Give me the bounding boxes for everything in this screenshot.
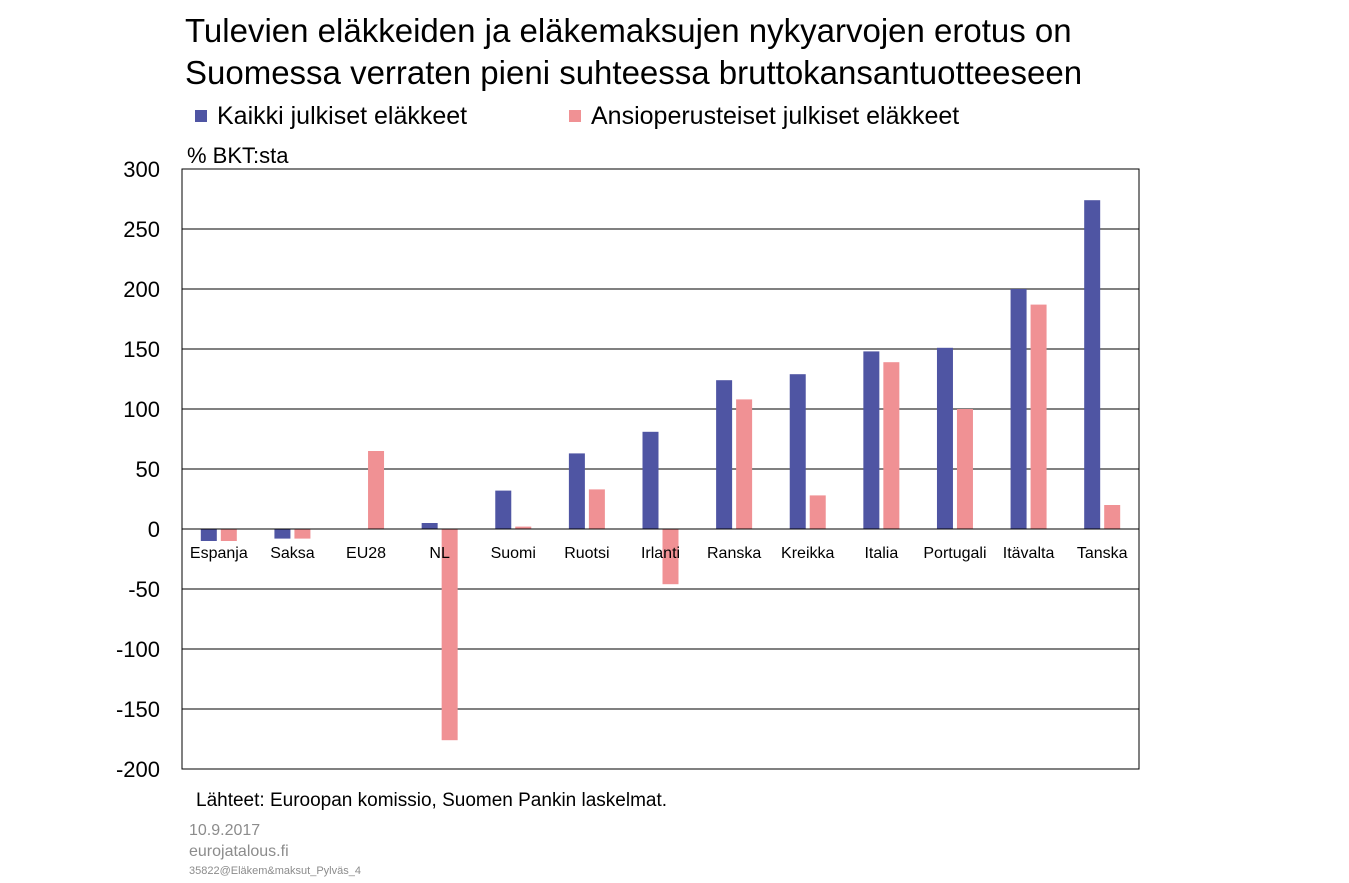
y-tick-label: -100 — [116, 637, 160, 662]
bar-kaikki-saksa — [274, 529, 291, 539]
bar-kaikki-itävalta — [1010, 289, 1027, 529]
legend-label-series-1: Kaikki julkiset eläkkeet — [217, 102, 468, 130]
x-category-label: Tanska — [1077, 545, 1128, 562]
x-category-label: Italia — [864, 545, 898, 562]
bar-ansio-ranska — [736, 399, 753, 529]
legend-swatch-series-2 — [569, 110, 581, 122]
bar-ansio-kreikka — [809, 495, 826, 529]
y-tick-label: -200 — [116, 757, 160, 782]
bar-kaikki-nl — [421, 523, 438, 529]
bar-ansio-eu28 — [368, 451, 385, 529]
x-category-label: Portugali — [923, 545, 986, 562]
chart-title-line-1: Tulevien eläkkeiden ja eläkemaksujen nyk… — [185, 12, 1072, 49]
y-tick-label: 50 — [136, 457, 160, 482]
x-category-label: Suomi — [491, 545, 536, 562]
x-category-label: Ranska — [707, 545, 761, 562]
y-axis-unit-label: % BKT:sta — [187, 143, 289, 168]
chart-title-line-2: Suomessa verraten pieni suhteessa brutto… — [185, 54, 1083, 91]
chart-title: Tulevien eläkkeiden ja eläkemaksujen nyk… — [185, 10, 1305, 94]
bar-kaikki-ranska — [716, 380, 733, 529]
footer-site: eurojatalous.fi — [189, 843, 289, 860]
plot-frame — [181, 168, 1140, 770]
x-category-label: EU28 — [346, 545, 386, 562]
bar-kaikki-irlanti — [642, 431, 659, 529]
footer-date: 10.9.2017 — [189, 822, 261, 839]
y-tick-label: 150 — [123, 337, 160, 362]
bar-ansio-nl — [441, 529, 458, 741]
bar-kaikki-espanja — [200, 529, 217, 541]
bar-kaikki-kreikka — [789, 374, 806, 529]
x-category-label: Kreikka — [781, 545, 834, 562]
bar-kaikki-portugali — [936, 347, 953, 529]
bar-ansio-tanska — [1104, 505, 1121, 529]
x-category-label: Itävalta — [1003, 545, 1055, 562]
bar-kaikki-suomi — [495, 490, 512, 529]
y-tick-label: -150 — [116, 697, 160, 722]
bar-kaikki-ruotsi — [568, 453, 585, 529]
x-category-label: Espanja — [190, 545, 248, 562]
x-category-label: Saksa — [270, 545, 315, 562]
y-tick-label: 100 — [123, 397, 160, 422]
legend-label-series-2: Ansioperusteiset julkiset eläkkeet — [591, 102, 960, 130]
y-tick-label: 0 — [148, 517, 160, 542]
x-category-label: Irlanti — [641, 545, 680, 562]
source-note: Lähteet: Euroopan komissio, Suomen Panki… — [196, 790, 668, 811]
bar-kaikki-tanska — [1084, 200, 1101, 529]
legend-swatch-series-1 — [195, 110, 207, 122]
bar-ansio-portugali — [956, 409, 973, 529]
bar-ansio-espanja — [220, 529, 237, 541]
bar-ansio-irlanti — [662, 529, 679, 585]
bar-kaikki-italia — [863, 351, 880, 529]
bar-ansio-suomi — [515, 526, 532, 529]
x-category-label: NL — [429, 545, 450, 562]
y-tick-label: 200 — [123, 277, 160, 302]
y-tick-label: -50 — [128, 577, 160, 602]
bar-ansio-saksa — [294, 529, 311, 539]
y-tick-label: 250 — [123, 217, 160, 242]
footer-code: 35822@Eläkem&maksut_Pylväs_4 — [189, 865, 361, 877]
x-category-label: Ruotsi — [564, 545, 609, 562]
y-tick-label: 300 — [123, 157, 160, 182]
bar-ansio-ruotsi — [588, 489, 605, 529]
bar-ansio-italia — [883, 362, 900, 529]
bar-ansio-itävalta — [1030, 304, 1047, 529]
